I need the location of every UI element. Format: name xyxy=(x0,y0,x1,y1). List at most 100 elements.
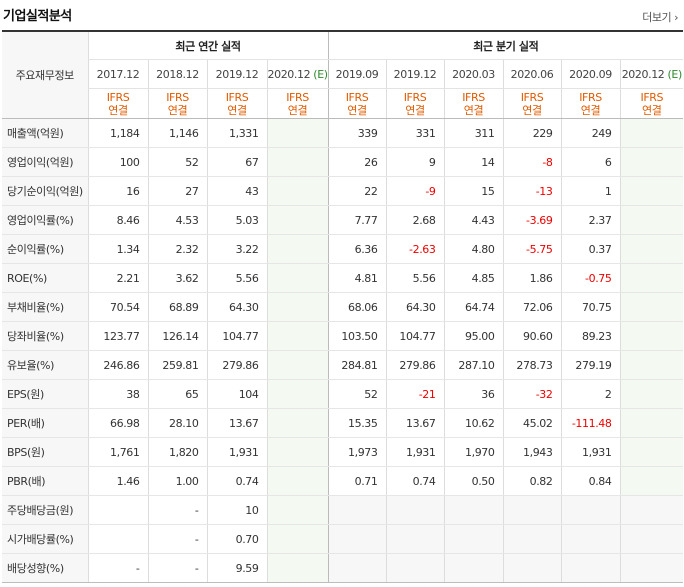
value-cell: 5.03 xyxy=(206,205,267,235)
period-header: 2018.12 xyxy=(147,59,207,89)
period-label: 2019.12 xyxy=(215,67,259,81)
period-header: 2017.12 xyxy=(87,59,148,89)
value-cell: 52 xyxy=(327,379,386,409)
estimate-marker: (E) xyxy=(310,67,328,81)
value-cell: 15 xyxy=(443,176,503,206)
table-row: 부채비율(%) 70.54 68.89 64.30 68.06 64.30 64.74 72.… xyxy=(2,292,684,322)
value-cell: 10.62 xyxy=(443,408,503,438)
row-label: 배당성향(%) xyxy=(2,553,88,583)
ifrs-header: IFRS 연결 xyxy=(147,88,207,119)
value-cell: -13 xyxy=(502,176,561,206)
ifrs-basis-label: IFRS 연결 xyxy=(621,91,683,117)
value-cell: 1,820 xyxy=(147,437,207,467)
value-cell xyxy=(619,408,684,438)
value-cell xyxy=(619,379,684,409)
value-cell: 1,761 xyxy=(87,437,148,467)
row-label: 유보율(%) xyxy=(2,350,88,380)
value-cell xyxy=(619,292,684,322)
value-cell: 26 xyxy=(327,147,386,177)
row-label: 부채비율(%) xyxy=(2,292,88,322)
value-cell: - xyxy=(147,524,207,554)
ifrs-line2: 연결 xyxy=(227,103,247,117)
value-cell xyxy=(266,495,328,525)
value-cell: 10 xyxy=(206,495,267,525)
ifrs-line1: IFRS xyxy=(166,90,189,104)
value-cell: 2.37 xyxy=(560,205,620,235)
value-cell: 1 xyxy=(560,176,620,206)
value-cell: -32 xyxy=(502,379,561,409)
value-cell: 1,970 xyxy=(443,437,503,467)
period-label: 2018.12 xyxy=(156,67,199,81)
value-cell: 27 xyxy=(147,176,207,206)
value-cell: 284.81 xyxy=(327,350,386,380)
annual-group-header: 최근 연간 실적 xyxy=(87,30,328,60)
section-title: 기업실적분석 xyxy=(3,9,72,24)
table-row: EPS(원) 38 65 104 52 -21 36 -32 2 xyxy=(2,379,684,409)
ifrs-basis-label: IFRS 연결 xyxy=(149,91,207,117)
ifrs-header: IFRS 연결 xyxy=(560,88,620,119)
more-link[interactable]: 더보기 › xyxy=(642,9,678,25)
table-row: 시가배당률(%) -0.70 xyxy=(2,524,684,554)
value-cell: 4.85 xyxy=(443,263,503,293)
value-cell: 4.53 xyxy=(147,205,207,235)
ifrs-line1: IFRS xyxy=(225,90,249,104)
value-cell: -2.63 xyxy=(385,234,444,264)
value-cell: 38 xyxy=(87,379,148,409)
value-cell xyxy=(619,524,684,554)
value-cell: 279.86 xyxy=(385,350,444,380)
ifrs-line1: IFRS xyxy=(345,90,369,104)
value-cell xyxy=(266,379,328,409)
table-row: 배당성향(%) - -9.59 xyxy=(2,553,684,583)
value-cell xyxy=(560,524,620,554)
value-cell xyxy=(266,176,328,206)
value-cell xyxy=(266,437,328,467)
value-cell: 1.34 xyxy=(87,234,148,264)
table-row: 영업이익률(%) 8.46 4.53 5.03 7.77 2.68 4.43 -3.69 2.3… xyxy=(2,205,684,235)
value-cell xyxy=(619,437,684,467)
value-cell: 123.77 xyxy=(87,321,148,351)
more-label: 더보기 xyxy=(642,11,672,24)
value-cell: 64.74 xyxy=(443,292,503,322)
estimate-marker: (E) xyxy=(664,67,683,81)
value-cell xyxy=(266,263,328,293)
period-header-row: 2017.12 2018.12 2019.12 2020.12 (E) 2019.09 2… xyxy=(2,59,684,89)
period-header: 2020.12 (E) xyxy=(266,59,328,89)
value-cell: 22 xyxy=(327,176,386,206)
value-cell: 5.56 xyxy=(385,263,444,293)
value-cell: 0.82 xyxy=(502,466,561,496)
value-cell: 4.43 xyxy=(443,205,503,235)
section-header: 기업실적분석 더보기 › xyxy=(0,0,684,30)
ifrs-basis-label: IFRS 연결 xyxy=(268,91,328,117)
value-cell: 66.98 xyxy=(87,408,148,438)
value-cell: 72.06 xyxy=(502,292,561,322)
value-cell: 65 xyxy=(147,379,207,409)
value-cell: 103.50 xyxy=(327,321,386,351)
value-cell xyxy=(619,118,684,148)
value-cell: 6 xyxy=(560,147,620,177)
value-cell: 278.73 xyxy=(502,350,561,380)
value-cell: 1.46 xyxy=(87,466,148,496)
value-cell xyxy=(502,495,561,525)
value-cell: 1.00 xyxy=(147,466,207,496)
value-cell: -111.48 xyxy=(560,408,620,438)
ifrs-header: IFRS 연결 xyxy=(266,88,328,119)
value-cell xyxy=(266,118,328,148)
value-cell xyxy=(385,524,444,554)
value-cell xyxy=(619,466,684,496)
row-label: ROE(%) xyxy=(2,263,88,293)
value-cell: 0.74 xyxy=(206,466,267,496)
value-cell xyxy=(560,553,620,583)
row-label: 시가배당률(%) xyxy=(2,524,88,554)
value-cell xyxy=(619,263,684,293)
ifrs-header: IFRS 연결 xyxy=(385,88,444,119)
row-label: PBR(배) xyxy=(2,466,88,496)
row-label: 영업이익(억원) xyxy=(2,147,88,177)
period-label: 2020.06 xyxy=(510,67,554,81)
table-row: 순이익률(%) 1.34 2.32 3.22 6.36 -2.63 4.80 -5.75 0.3… xyxy=(2,234,684,264)
value-cell: 1,931 xyxy=(385,437,444,467)
value-cell: -21 xyxy=(385,379,444,409)
value-cell: 9 xyxy=(385,147,444,177)
period-header: 2019.12 xyxy=(385,59,444,89)
row-label: EPS(원) xyxy=(2,379,88,409)
value-cell: 28.10 xyxy=(147,408,207,438)
